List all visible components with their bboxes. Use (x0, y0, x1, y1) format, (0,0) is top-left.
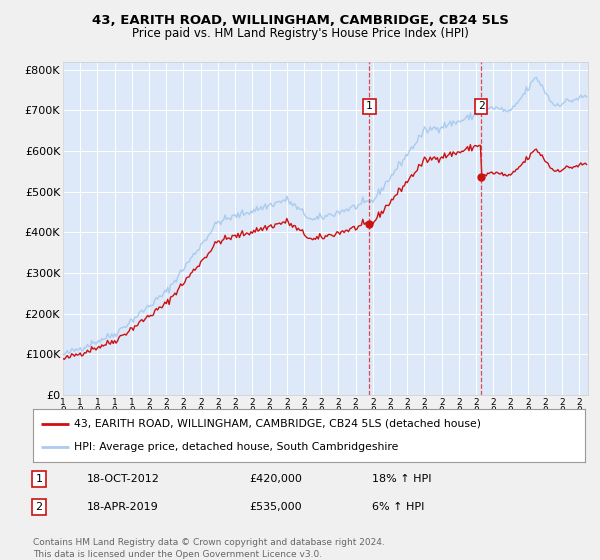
Text: 18-OCT-2012: 18-OCT-2012 (87, 474, 160, 484)
Text: 1: 1 (35, 474, 43, 484)
Text: 43, EARITH ROAD, WILLINGHAM, CAMBRIDGE, CB24 5LS: 43, EARITH ROAD, WILLINGHAM, CAMBRIDGE, … (92, 14, 508, 27)
Text: £420,000: £420,000 (249, 474, 302, 484)
Text: Price paid vs. HM Land Registry's House Price Index (HPI): Price paid vs. HM Land Registry's House … (131, 27, 469, 40)
Text: 6% ↑ HPI: 6% ↑ HPI (372, 502, 424, 512)
Text: 1: 1 (366, 101, 373, 111)
Text: 18% ↑ HPI: 18% ↑ HPI (372, 474, 431, 484)
Text: 18-APR-2019: 18-APR-2019 (87, 502, 159, 512)
Text: Contains HM Land Registry data © Crown copyright and database right 2024.
This d: Contains HM Land Registry data © Crown c… (33, 538, 385, 559)
Text: 2: 2 (478, 101, 485, 111)
Text: 2: 2 (35, 502, 43, 512)
Text: £535,000: £535,000 (249, 502, 302, 512)
Text: 43, EARITH ROAD, WILLINGHAM, CAMBRIDGE, CB24 5LS (detached house): 43, EARITH ROAD, WILLINGHAM, CAMBRIDGE, … (74, 419, 481, 429)
Text: HPI: Average price, detached house, South Cambridgeshire: HPI: Average price, detached house, Sout… (74, 442, 399, 452)
